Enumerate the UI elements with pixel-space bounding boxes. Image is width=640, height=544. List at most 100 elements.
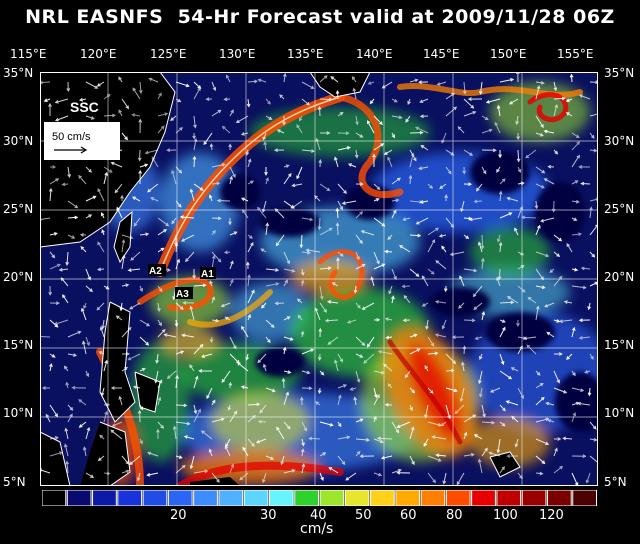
current-vector-arrow [409, 130, 424, 135]
current-vector-arrow [262, 363, 267, 372]
current-vector-arrow [193, 375, 199, 389]
current-vector-arrow [516, 149, 521, 163]
current-vector-arrow [445, 387, 458, 393]
current-vector-arrow [175, 127, 184, 134]
current-vector-arrow [427, 472, 436, 484]
current-vector-arrow [49, 451, 63, 457]
current-vector-arrow [434, 300, 447, 304]
current-vector-arrow [103, 93, 111, 100]
current-vector-arrow [535, 268, 544, 281]
current-vector-arrow [369, 98, 375, 105]
current-vector-arrow [184, 251, 195, 263]
current-vector-arrow [549, 268, 555, 273]
current-vector-arrow [589, 80, 598, 85]
current-vector-arrow [376, 436, 393, 441]
current-vector-arrow [259, 404, 267, 414]
current-vector-arrow [276, 129, 285, 134]
current-vector-arrow [511, 415, 519, 423]
current-vector-arrow [262, 472, 267, 484]
current-vector-arrow [571, 285, 587, 290]
current-vector-arrow [138, 81, 143, 95]
current-vector-arrow [443, 285, 448, 293]
current-vector-arrow [355, 251, 360, 261]
current-vector-arrow [85, 195, 97, 202]
current-vector-arrow [273, 148, 285, 153]
current-vector-arrow [49, 353, 56, 358]
current-vector-arrow [571, 387, 585, 392]
colorbar-swatch [218, 490, 244, 506]
current-vector-arrow [247, 438, 255, 447]
current-vector-arrow [193, 343, 204, 355]
current-vector-arrow [171, 169, 177, 185]
current-vector-arrow [319, 266, 332, 271]
scale-vector-box: 50 cm/s [44, 122, 120, 160]
current-vector-arrow [535, 396, 545, 406]
current-vector-arrow [265, 177, 269, 185]
colorbar-swatch [521, 490, 547, 506]
current-vector-arrow [103, 410, 108, 423]
current-vector-arrow [477, 241, 483, 253]
current-vector-arrow [296, 166, 303, 180]
current-vector-arrow [355, 115, 359, 126]
colorbar-swatch [546, 490, 572, 506]
current-vector-arrow [562, 436, 573, 441]
current-vector-arrow [138, 118, 143, 134]
current-vector-arrow [183, 435, 195, 440]
current-vector-arrow [463, 111, 477, 117]
colorbar-tick-label: 120 [539, 508, 564, 523]
current-vector-arrow [328, 467, 339, 474]
current-vector-arrow [458, 302, 465, 309]
current-vector-arrow [337, 251, 344, 257]
current-vector-arrow [407, 98, 411, 105]
current-vector-arrow [318, 327, 323, 338]
lon-label-top: 155°E [557, 47, 594, 61]
current-vector-arrow [103, 285, 110, 290]
ocean-current-map: A2 A1 A3 SSC 50 cm/s [40, 72, 598, 486]
current-vector-arrow [547, 164, 555, 169]
current-vector-arrow [130, 251, 141, 261]
current-vector-arrow [209, 280, 213, 287]
current-vector-arrow [427, 239, 436, 253]
current-vector-arrow [409, 455, 415, 466]
current-vector-arrow [121, 469, 130, 474]
current-vector-arrow [355, 437, 370, 442]
current-vector-arrow [239, 472, 249, 481]
current-vector-arrow [445, 353, 457, 365]
current-vector-arrow [355, 336, 366, 347]
current-vector-arrow [409, 268, 420, 277]
current-vector-arrow [399, 245, 411, 253]
current-vectors [40, 72, 598, 486]
current-vector-arrow [427, 387, 434, 394]
current-vector-arrow [324, 318, 339, 323]
current-vector-arrow [427, 351, 439, 356]
current-vector-arrow [355, 418, 364, 423]
current-vector-arrow [314, 195, 321, 202]
current-vector-arrow [147, 451, 159, 457]
current-vector-arrow [193, 137, 198, 151]
current-vector-arrow [445, 217, 455, 228]
current-vector-arrow [245, 261, 250, 270]
current-vector-arrow [485, 98, 501, 104]
current-vector-arrow [578, 165, 591, 169]
current-vector-arrow [115, 315, 123, 321]
current-vector-arrow [245, 149, 250, 156]
current-vector-arrow [463, 234, 470, 240]
lat-label-right: 10°N [604, 406, 635, 420]
current-vector-arrow [157, 247, 165, 253]
current-vector-arrow [283, 164, 290, 168]
current-vector-arrow [157, 285, 163, 293]
current-vector-arrow [408, 174, 413, 185]
current-vector-arrow [462, 345, 467, 355]
current-vector-arrow [439, 183, 447, 190]
current-vector-arrow [468, 217, 483, 222]
current-vector-arrow [382, 363, 393, 372]
current-vector-arrow [247, 234, 253, 239]
current-vector-arrow [388, 285, 393, 295]
current-vector-arrow [441, 245, 447, 253]
lon-label-top: 150°E [490, 47, 527, 61]
current-vector-arrow [396, 421, 411, 429]
current-vector-arrow [257, 206, 267, 219]
current-vector-arrow [64, 443, 69, 457]
current-vector-arrow [373, 217, 386, 227]
current-vector-arrow [211, 109, 222, 117]
